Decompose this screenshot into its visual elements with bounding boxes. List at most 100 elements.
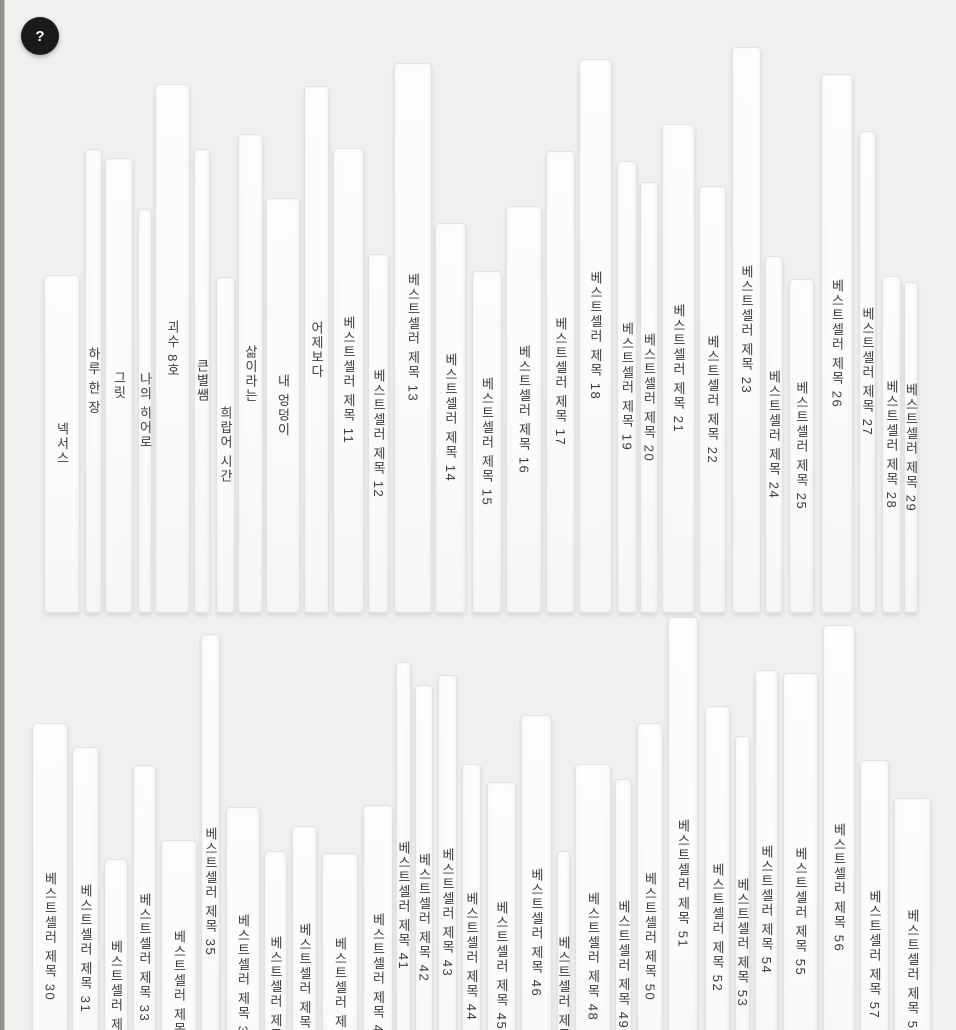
book-title: 베스트셀러 제목 27 — [860, 307, 875, 437]
book-spine[interactable]: 베스트셀러 제목 39 — [322, 853, 358, 1030]
book-spine[interactable]: 내 엉덩이 — [266, 198, 300, 613]
book-spine[interactable]: 삶이라는 — [238, 134, 263, 613]
book-spine[interactable]: 베스트셀러 제목 17 — [546, 151, 575, 613]
book-title: 베스트셀러 제목 30 — [42, 871, 58, 1002]
book-spine[interactable]: 베스트셀러 제목 38 — [292, 826, 317, 1030]
book-title: 베스트셀러 제목 56 — [831, 822, 847, 953]
book-spine[interactable]: 베스트셀러 제목 18 — [579, 59, 612, 613]
book-title: 베스트셀러 제목 28 — [884, 379, 899, 510]
book-spine[interactable]: 베스트셀러 제목 49 — [615, 779, 632, 1030]
book-spine[interactable]: 베스트셀러 제목 26 — [821, 74, 853, 613]
book-spine[interactable]: 베스트셀러 제목 54 — [755, 670, 778, 1030]
book-spine[interactable]: 베스트셀러 제목 25 — [789, 279, 814, 613]
book-spine[interactable]: 베스트셀러 제목 16 — [506, 206, 542, 613]
book-title: 베스트셀러 제목 53 — [735, 878, 750, 1008]
book-spine[interactable]: 베스트셀러 제목 56 — [823, 625, 855, 1030]
book-title: 괴수 8호 — [165, 319, 180, 378]
book-spine[interactable]: 베스트셀러 제목 13 — [394, 63, 432, 613]
book-title: 베스트셀러 제목 22 — [705, 334, 720, 465]
book-spine[interactable]: 베스트셀러 제목 27 — [859, 131, 876, 613]
book-spine[interactable]: 베스트셀러 제목 51 — [668, 617, 698, 1030]
book-spine[interactable]: 베스트셀러 제목 32 — [104, 859, 128, 1030]
book-title: 베스트셀러 제목 44 — [464, 892, 479, 1022]
book-spine[interactable]: 베스트셀러 제목 33 — [133, 765, 156, 1030]
book-spine[interactable]: 큰별쌤 — [194, 149, 210, 613]
book-title: 베스트셀러 제목 45 — [494, 901, 509, 1030]
book-spine[interactable]: 베스트셀러 제목 53 — [735, 736, 750, 1030]
book-title: 베스트셀러 제목 31 — [78, 883, 93, 1014]
book-spine[interactable]: 베스트셀러 제목 42 — [415, 685, 433, 1030]
book-title: 베스트셀러 제목 35 — [203, 827, 218, 957]
book-title: 베스트셀러 제목 54 — [759, 845, 774, 975]
book-spine[interactable]: 베스트셀러 제목 50 — [637, 723, 663, 1030]
book-spine[interactable]: 베스트셀러 제목 12 — [368, 254, 389, 613]
book-title: 베스트셀러 제목 48 — [585, 892, 601, 1022]
book-title: 베스트셀러 제목 41 — [396, 841, 411, 971]
book-title: 베스트셀러 제목 13 — [405, 273, 421, 403]
book-spine[interactable]: 넥서스 — [44, 275, 80, 613]
book-spine[interactable]: 하루 한 장 — [85, 149, 102, 613]
book-spine[interactable]: 베스트셀러 제목 35 — [201, 634, 220, 1030]
help-button[interactable]: ? — [21, 17, 59, 55]
book-title: 베스트셀러 제목 39 — [332, 936, 348, 1030]
book-spine[interactable]: 베스트셀러 제목 55 — [783, 673, 818, 1030]
book-spine[interactable]: 베스트셀러 제목 19 — [617, 161, 637, 613]
book-spine[interactable]: 베스트셀러 제목 21 — [662, 124, 695, 613]
book-spine[interactable]: 나의 히어로 — [138, 209, 153, 613]
book-title: 베스트셀러 제목 18 — [588, 271, 603, 401]
book-spine[interactable]: 베스트셀러 제목 24 — [765, 256, 783, 613]
book-title: 베스트셀러 제목 37 — [268, 935, 283, 1030]
book-spine[interactable]: 베스트셀러 제목 40 — [363, 805, 393, 1030]
book-spine[interactable]: 베스트셀러 제목 43 — [438, 675, 457, 1030]
book-title: 베스트셀러 제목 42 — [416, 852, 432, 983]
book-title: 베스트셀러 제목 29 — [903, 382, 919, 513]
book-spine[interactable]: 베스트셀러 제목 47 — [556, 851, 571, 1030]
book-title: 베스트셀러 제목 23 — [739, 265, 754, 395]
book-spine[interactable]: 베스트셀러 제목 11 — [333, 148, 364, 613]
book-spine[interactable]: 베스트셀러 제목 37 — [264, 851, 287, 1030]
book-spine[interactable]: 베스트셀러 제목 48 — [575, 764, 611, 1030]
book-title: 삶이라는 — [243, 344, 258, 403]
book-title: 베스트셀러 제목 32 — [108, 939, 124, 1030]
book-title: 베스트셀러 제목 17 — [553, 317, 568, 447]
book-title: 베스트셀러 제목 21 — [671, 303, 686, 434]
book-spine[interactable]: 베스트셀러 제목 15 — [472, 271, 502, 613]
book-spine[interactable]: 베스트셀러 제목 58 — [894, 798, 931, 1030]
book-spine[interactable]: 베스트셀러 제목 29 — [903, 282, 919, 613]
book-title: 베스트셀러 제목 55 — [793, 846, 808, 977]
book-spine[interactable]: 베스트셀러 제목 34 — [161, 840, 197, 1030]
book-title: 베스트셀러 제목 50 — [642, 871, 658, 1002]
book-title: 하루 한 장 — [86, 346, 101, 416]
book-spine[interactable]: 베스트셀러 제목 46 — [521, 715, 552, 1030]
book-spine[interactable]: 베스트셀러 제목 41 — [396, 662, 411, 1030]
book-title: 베스트셀러 제목 58 — [905, 909, 920, 1030]
book-spine[interactable]: 베스트셀러 제목 20 — [640, 182, 658, 613]
book-spine[interactable]: 베스트셀러 제목 36 — [226, 807, 260, 1030]
book-spine[interactable]: 베스트셀러 제목 52 — [705, 706, 730, 1030]
book-spine[interactable]: 베스트셀러 제목 22 — [699, 186, 726, 613]
book-spine[interactable]: 베스트셀러 제목 14 — [435, 223, 466, 613]
book-title: 베스트셀러 제목 12 — [371, 368, 386, 499]
book-spine[interactable]: 베스트셀러 제목 31 — [72, 747, 99, 1030]
book-title: 넥서스 — [54, 422, 70, 466]
book-spine[interactable]: 베스트셀러 제목 30 — [32, 723, 68, 1030]
book-spine[interactable]: 그릿 — [105, 158, 133, 613]
book-title: 베스트셀러 제목 15 — [479, 377, 495, 507]
book-spine[interactable]: 괴수 8호 — [155, 84, 190, 613]
book-title: 베스트셀러 제목 20 — [641, 332, 657, 463]
book-title: 베스트셀러 제목 57 — [867, 890, 882, 1020]
book-spine[interactable]: 베스트셀러 제목 28 — [882, 276, 901, 613]
book-spine[interactable]: 베스트셀러 제목 44 — [462, 764, 481, 1030]
book-spine[interactable]: 베스트셀러 제목 45 — [487, 782, 516, 1030]
book-title: 어제보다 — [309, 320, 324, 379]
book-spine[interactable]: 베스트셀러 제목 57 — [860, 760, 889, 1030]
book-title: 베스트셀러 제목 26 — [829, 278, 845, 409]
book-title: 베스트셀러 제목 24 — [766, 369, 782, 500]
book-spine[interactable]: 베스트셀러 제목 23 — [732, 47, 761, 613]
book-spine[interactable]: 어제보다 — [304, 86, 329, 613]
book-title: 베스트셀러 제목 46 — [529, 867, 544, 998]
book-spine[interactable]: 희랍어 시간 — [216, 277, 235, 613]
book-title: 내 엉덩이 — [275, 373, 291, 438]
left-window-edge — [0, 0, 5, 1030]
